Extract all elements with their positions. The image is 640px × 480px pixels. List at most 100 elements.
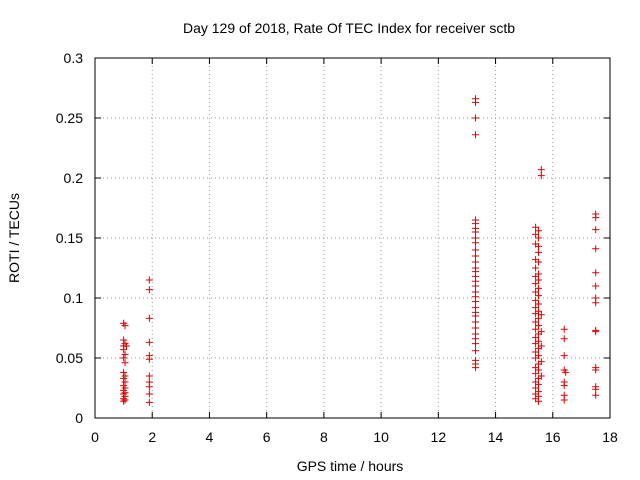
data-point [120, 397, 128, 405]
y-axis-label: ROTI / TECUs [6, 193, 22, 283]
data-point [592, 282, 600, 290]
data-point [534, 292, 542, 300]
data-point [562, 368, 570, 376]
data-point [472, 252, 480, 260]
data-point [592, 269, 600, 277]
data-point [145, 390, 153, 398]
data-point [472, 340, 480, 348]
data-point [534, 360, 542, 368]
data-point [532, 340, 540, 348]
x-tick-label: 4 [206, 429, 214, 445]
data-point [472, 228, 480, 236]
data-point [532, 384, 540, 392]
data-point [472, 312, 480, 320]
x-tick-label: 0 [91, 429, 99, 445]
data-point [592, 214, 600, 222]
data-point [120, 374, 128, 382]
y-tick-label: 0 [75, 410, 83, 426]
x-tick-labels: 0 2 4 6 8 10 12 14 16 18 [91, 429, 618, 445]
data-point [532, 304, 540, 312]
grid [95, 58, 610, 418]
data-point [120, 368, 128, 376]
data-point [472, 318, 480, 326]
data-point [532, 325, 540, 333]
y-tick-label: 0.15 [56, 230, 83, 246]
data-point [120, 336, 128, 344]
data-point [534, 330, 542, 338]
data-point [121, 378, 129, 386]
y-tick-labels: 0 0.05 0.1 0.15 0.2 0.25 0.3 [56, 50, 83, 426]
data-point [121, 322, 129, 330]
data-point [537, 172, 545, 180]
data-point [534, 380, 542, 388]
data-point [592, 385, 600, 393]
data-point [145, 338, 153, 346]
data-point [472, 282, 480, 290]
x-tick-label: 10 [373, 429, 389, 445]
data-point [534, 242, 542, 250]
data-point [560, 382, 568, 390]
data-point [534, 344, 542, 352]
x-tick-label: 16 [545, 429, 561, 445]
data-point [534, 374, 542, 382]
data-point [592, 366, 600, 374]
data-point [534, 314, 542, 322]
data-point [534, 322, 542, 330]
data-point [120, 346, 128, 354]
y-tick-label: 0.2 [64, 170, 84, 186]
y-tick-label: 0.05 [56, 350, 83, 366]
data-point [534, 284, 542, 292]
y-tick-label: 0.3 [64, 50, 84, 66]
data-point [532, 272, 540, 280]
data-point [532, 280, 540, 288]
data-point [121, 396, 129, 404]
x-axis-label: GPS time / hours [297, 458, 404, 474]
axis-ticks [94, 57, 611, 419]
data-point [532, 348, 540, 356]
data-point [145, 276, 153, 284]
data-point [532, 310, 540, 318]
data-point [532, 318, 540, 326]
data-point [472, 114, 480, 122]
plot-frame [94, 57, 611, 419]
data-point [534, 300, 542, 308]
data-point [534, 276, 542, 284]
data-point [532, 370, 540, 378]
data-point [560, 352, 568, 360]
data-point [472, 239, 480, 247]
data-point [145, 355, 153, 363]
data-points [120, 95, 600, 406]
chart-title: Day 129 of 2018, Rate Of TEC Index for r… [183, 20, 515, 36]
data-point [120, 354, 128, 362]
data-point [532, 334, 540, 342]
data-point [472, 246, 480, 254]
data-point [472, 324, 480, 332]
y-tick-label: 0.25 [56, 110, 83, 126]
data-point [534, 258, 542, 266]
data-point [145, 398, 153, 406]
data-point [121, 359, 129, 367]
data-point [145, 286, 153, 294]
data-point [472, 347, 480, 355]
x-tick-label: 2 [148, 429, 156, 445]
x-tick-label: 14 [488, 429, 504, 445]
data-point [145, 372, 153, 380]
data-point [472, 258, 480, 266]
data-point [472, 364, 480, 372]
x-tick-label: 12 [431, 429, 447, 445]
x-tick-label: 8 [320, 429, 328, 445]
y-tick-label: 0.1 [64, 290, 84, 306]
data-point [121, 350, 129, 358]
data-point [532, 230, 540, 238]
data-point [532, 296, 540, 304]
data-point [534, 248, 542, 256]
data-point [534, 397, 542, 405]
data-point [537, 166, 545, 174]
data-point [592, 391, 600, 399]
data-point [560, 335, 568, 343]
data-point [472, 298, 480, 306]
data-point [560, 396, 568, 404]
data-point [122, 342, 130, 350]
x-tick-label: 18 [602, 429, 618, 445]
